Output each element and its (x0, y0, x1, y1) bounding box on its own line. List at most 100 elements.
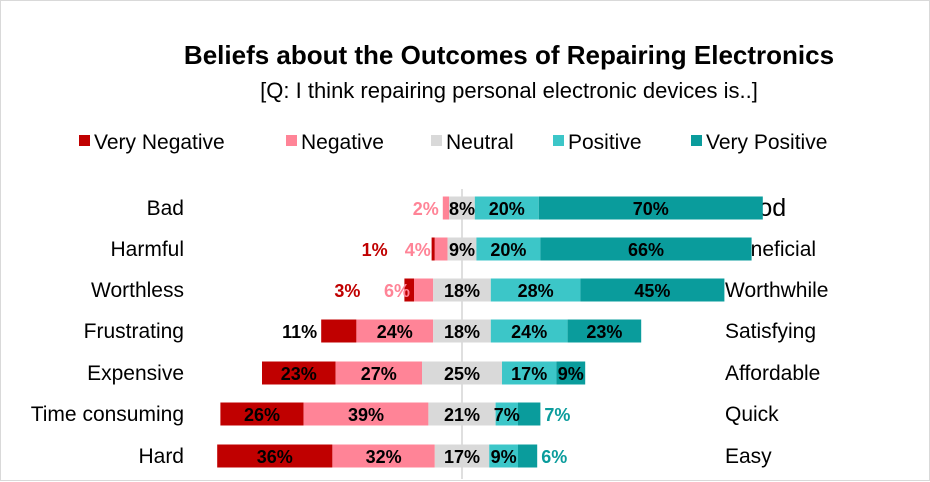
data-label: 17% (511, 364, 547, 384)
data-label: 32% (366, 447, 402, 467)
data-label: 1% (362, 240, 388, 260)
bar-segment-positive (476, 237, 541, 261)
chart-row-bad: BadGood2%8%20%70% (147, 194, 787, 222)
data-label: 18% (444, 322, 480, 342)
bar-segment-negative (303, 402, 429, 426)
legend-label: Neutral (446, 131, 514, 154)
chart-row-time-consuming: Time consuming Quick 26% 39% 21% 7% 7% (31, 402, 779, 426)
bar-segment-positive (495, 402, 518, 426)
data-label: 9% (558, 364, 584, 384)
bar-segment-very-negative (431, 237, 435, 261)
chart-row-frustrating: Frustrating Satisfying 11% 24% 18% 24% 23% (84, 319, 816, 343)
data-label: 39% (348, 405, 384, 425)
data-label: 21% (444, 405, 480, 425)
bar-segment-neutral (428, 402, 496, 426)
bar-segment-neutral (422, 361, 502, 385)
bar-segment-very-positive (518, 444, 538, 468)
bar-segment-positive (474, 196, 539, 220)
data-label: 18% (444, 281, 480, 301)
bar-segment-very-positive (518, 402, 541, 426)
legend-item-neutral: Neutral (431, 131, 514, 154)
bar-segment-neutral (449, 196, 475, 220)
legend-item-negative: Negative (286, 131, 384, 154)
row-right-label: Satisfying (725, 320, 816, 343)
data-label: 7% (494, 405, 520, 425)
chart-row-expensive: Expensive Affordable 23% 27% 25% 17% 9% (87, 361, 820, 385)
data-label: 6% (384, 281, 410, 301)
row-right-label: Easy (725, 445, 772, 468)
legend-swatch (286, 135, 297, 146)
bar-segment-very-negative (220, 402, 304, 426)
legend-item-very-positive: Very Positive (691, 131, 827, 154)
bar-segment-positive (489, 444, 518, 468)
data-label: 70% (633, 199, 669, 219)
legend-swatch (431, 135, 442, 146)
row-left-label: Bad (147, 197, 184, 220)
bar-segment-positive (490, 319, 568, 343)
bar-segment-positive (490, 278, 581, 302)
row-right-label: Quick (725, 403, 779, 426)
row-left-label: Expensive (87, 362, 184, 385)
data-label: 23% (281, 364, 317, 384)
data-label: 17% (444, 447, 480, 467)
bar-segment-neutral (434, 444, 490, 468)
row-right-label: Worthwhile (725, 279, 828, 302)
data-label: 4% (405, 240, 431, 260)
data-label: 11% (282, 322, 317, 342)
bar-segment-negative (414, 278, 434, 302)
row-left-label: Frustrating (84, 320, 184, 343)
bar-segment-very-negative (321, 319, 357, 343)
data-label: 66% (628, 240, 664, 260)
legend-label: Negative (301, 131, 384, 154)
legend-label: Positive (568, 131, 642, 154)
bar-segment-negative (335, 361, 422, 385)
bar-segment-very-negative (262, 361, 336, 385)
data-label: 6% (541, 447, 567, 467)
legend-item-very-negative: Very Negative (79, 131, 225, 154)
bar-segment-very-negative (217, 444, 333, 468)
legend: Very Negative Negative Neutral Positive Very… (79, 131, 827, 154)
bar-segment-negative (442, 196, 450, 220)
data-label: 26% (244, 405, 280, 425)
data-label: 8% (449, 199, 475, 219)
row-left-label: Hard (138, 445, 184, 468)
bar-segment-very-positive (540, 237, 752, 261)
bar-segment-very-positive (567, 319, 642, 343)
data-label: 20% (490, 240, 526, 260)
bar-segment-negative (332, 444, 435, 468)
data-label: 7% (544, 405, 570, 425)
bar-segment-very-negative (404, 278, 414, 302)
chart-row-hard: Hard Easy 36% 32% 17% 9% 6% (138, 444, 772, 468)
data-label: 27% (361, 364, 397, 384)
data-label: 28% (518, 281, 554, 301)
legend-item-positive: Positive (553, 131, 642, 154)
legend-label: Very Negative (94, 131, 225, 154)
bar-segment-neutral (433, 319, 491, 343)
bar-segment-positive (502, 361, 557, 385)
data-label: 23% (586, 322, 622, 342)
data-label: 45% (634, 281, 670, 301)
data-label: 3% (334, 281, 360, 301)
bar-segment-neutral (433, 278, 491, 302)
data-label: 9% (491, 447, 517, 467)
legend-swatch (691, 135, 702, 146)
chart-title: Beliefs about the Outcomes of Repairing … (184, 40, 834, 70)
data-label: 24% (377, 322, 413, 342)
chart-row-worthless: Worthless Worthwhile 3% 6% 18% 28% 45% (91, 278, 828, 302)
data-label: 24% (511, 322, 547, 342)
legend-swatch (79, 135, 90, 146)
bar-segment-negative (434, 237, 448, 261)
row-left-label: Worthless (91, 279, 184, 302)
data-label: 20% (489, 199, 525, 219)
data-label: 9% (449, 240, 475, 260)
row-right-label: Affordable (725, 362, 820, 385)
bar-segment-neutral (447, 237, 477, 261)
row-left-label: Harmful (110, 238, 184, 261)
chart-rows: BadGood2%8%20%70%HarmfulBeneficial1%4%9%… (31, 194, 829, 468)
data-label: 36% (257, 447, 293, 467)
bar-segment-very-positive (580, 278, 725, 302)
bar-segment-very-positive (538, 196, 763, 220)
